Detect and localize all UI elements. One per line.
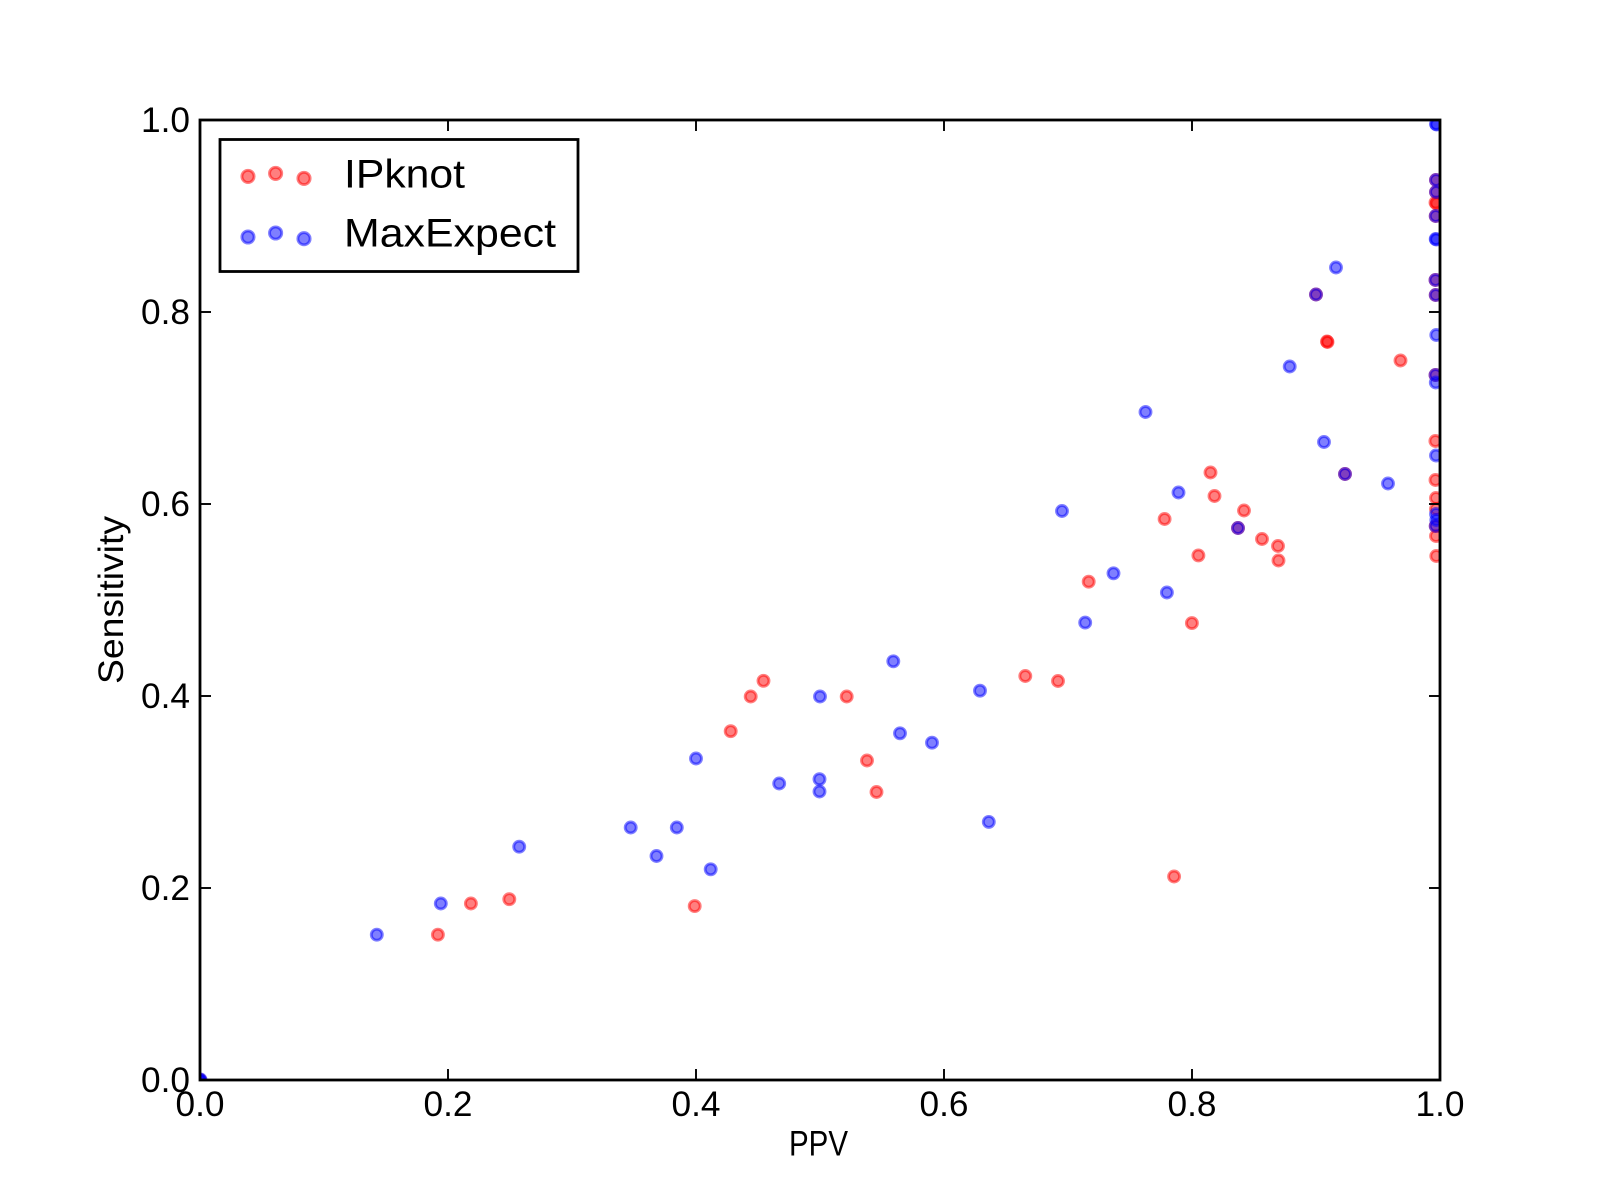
svg-text:0.8: 0.8 [1168,1085,1217,1124]
svg-text:0.6: 0.6 [920,1085,969,1124]
svg-text:0.2: 0.2 [424,1085,473,1124]
svg-text:0.2: 0.2 [141,869,190,908]
svg-text:0.8: 0.8 [141,293,190,332]
svg-text:MaxExpect: MaxExpect [344,212,556,256]
svg-text:0.0: 0.0 [141,1061,190,1100]
svg-text:Sensitivity: Sensitivity [92,515,131,684]
svg-text:0.4: 0.4 [141,677,190,716]
svg-text:1.0: 1.0 [1416,1085,1465,1124]
svg-text:0.0: 0.0 [176,1085,225,1124]
svg-text:1.0: 1.0 [141,101,190,140]
svg-text:IPknot: IPknot [344,153,465,197]
svg-text:PPV: PPV [789,1125,849,1164]
svg-text:0.6: 0.6 [141,485,190,524]
svg-text:0.4: 0.4 [672,1085,721,1124]
